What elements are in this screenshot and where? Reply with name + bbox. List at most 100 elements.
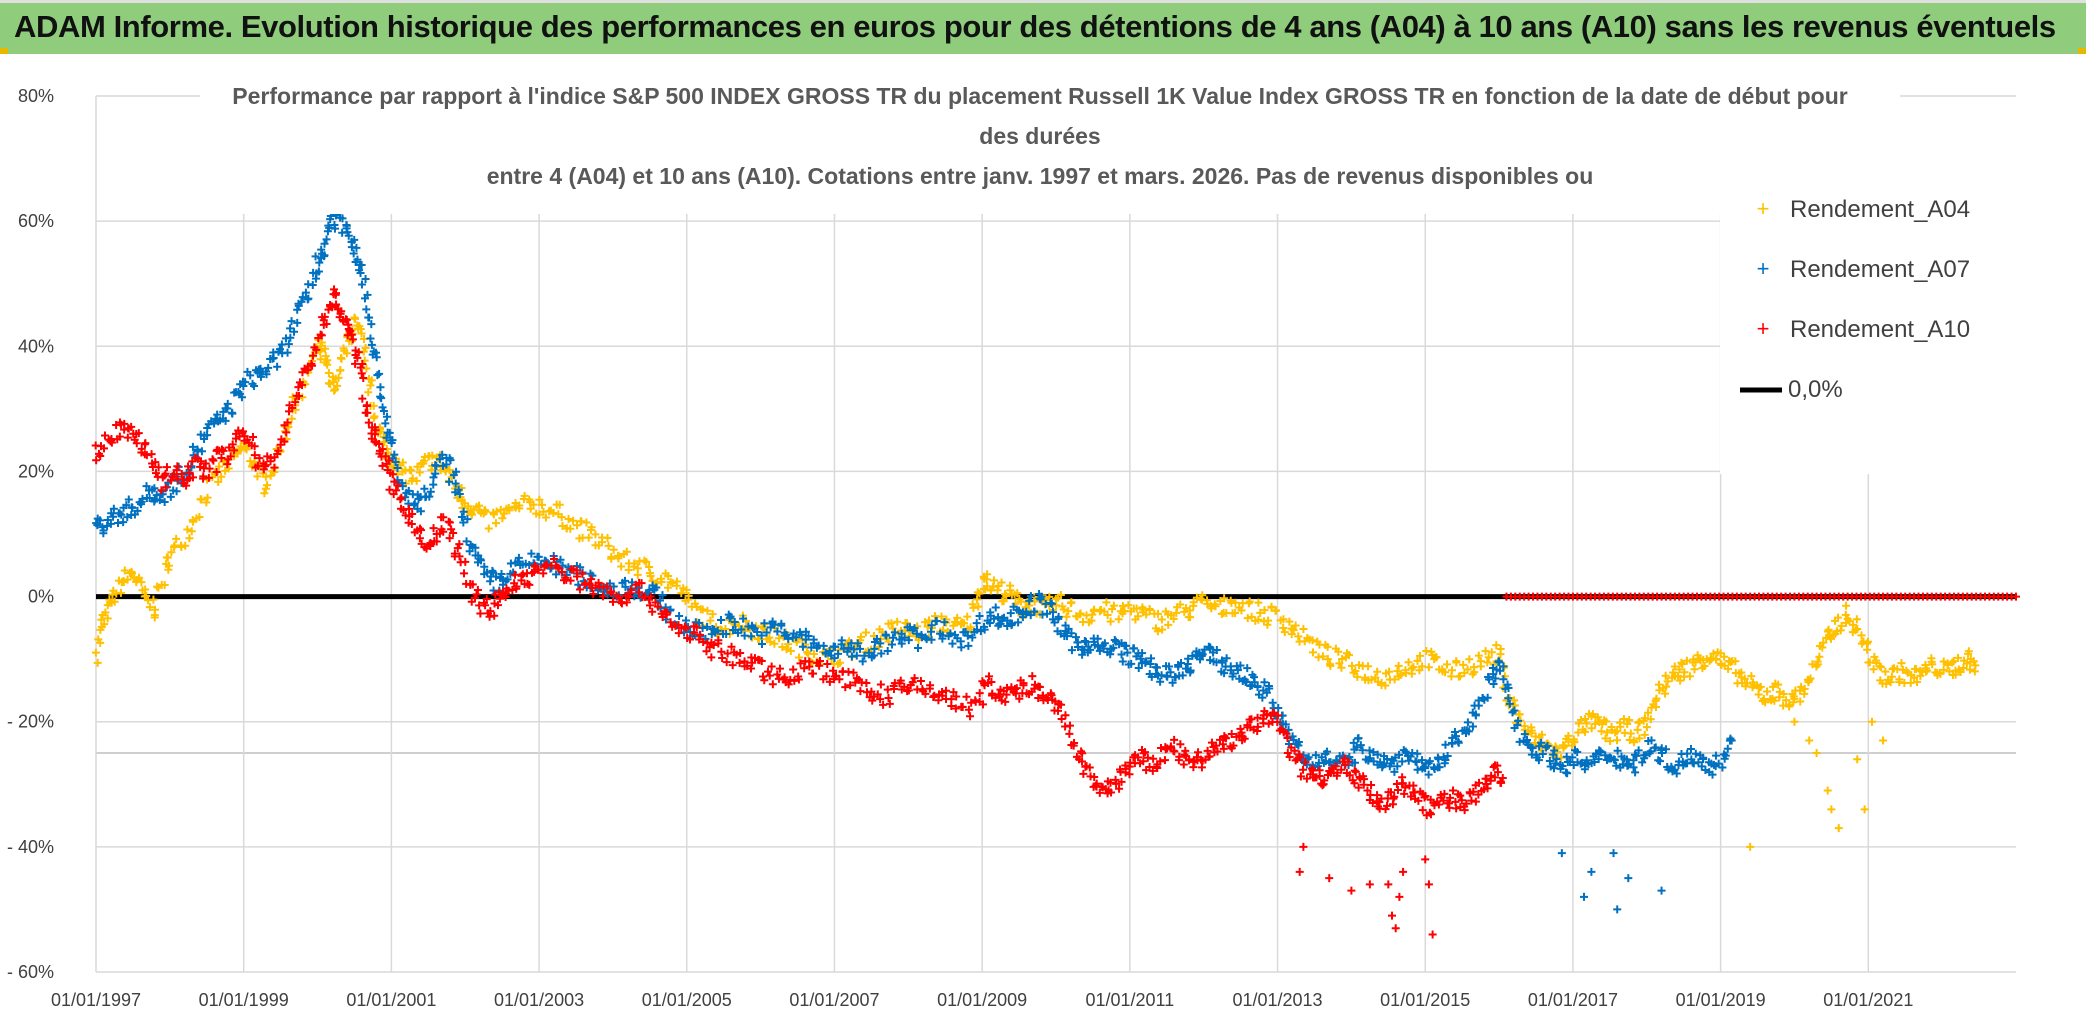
point-a04 bbox=[698, 605, 707, 614]
point-a10 bbox=[199, 472, 208, 481]
point-a07 bbox=[1718, 763, 1727, 772]
point-a07 bbox=[1630, 750, 1639, 759]
point-a07 bbox=[888, 640, 897, 649]
point-a10 bbox=[815, 656, 824, 665]
point-a07 bbox=[420, 484, 429, 493]
point-a04 bbox=[1323, 642, 1332, 651]
point-a04 bbox=[1626, 729, 1635, 738]
point-a04 bbox=[224, 464, 233, 473]
point-a04 bbox=[1103, 611, 1112, 620]
point-a10 bbox=[99, 444, 108, 453]
point-a07 bbox=[1352, 743, 1361, 752]
point-a07 bbox=[1071, 633, 1080, 642]
point-a04 bbox=[217, 472, 226, 481]
point-a10 bbox=[952, 692, 961, 701]
point-a04 bbox=[1633, 725, 1642, 734]
point-a04 bbox=[1264, 616, 1273, 625]
point-a07 bbox=[109, 504, 118, 513]
point-a10 bbox=[184, 462, 193, 471]
point-a04 bbox=[1837, 621, 1846, 630]
legend-label-a04: Rendement_A04 bbox=[1790, 196, 1970, 223]
point-a04 bbox=[1875, 662, 1884, 671]
point-a04 bbox=[672, 577, 681, 586]
point-a10 bbox=[1247, 715, 1256, 724]
point-a07 bbox=[1323, 747, 1332, 756]
point-a10 bbox=[1160, 756, 1169, 765]
scatter-chart: 80% 60% 40% 20% 0% - 20% - 40% - 60% 01/01/1997… bbox=[0, 54, 2086, 1031]
point-a07 bbox=[117, 510, 126, 519]
point-a07 bbox=[128, 503, 137, 512]
point-a10 bbox=[485, 612, 494, 621]
point-a07 bbox=[904, 636, 913, 645]
point-a04 bbox=[1243, 614, 1252, 623]
point-a04 bbox=[1959, 663, 1968, 672]
point-a07 bbox=[837, 640, 846, 649]
point-a10 bbox=[1409, 781, 1418, 790]
point-a04 bbox=[266, 471, 275, 480]
point-a04 bbox=[1189, 598, 1198, 607]
point-a04 bbox=[642, 557, 651, 566]
point-a10 bbox=[512, 582, 521, 591]
point-a07 bbox=[1146, 660, 1155, 669]
point-a10 bbox=[303, 365, 312, 374]
point-a07 bbox=[1165, 662, 1174, 671]
point-a10 bbox=[841, 683, 850, 692]
point-a10 bbox=[253, 461, 262, 470]
outlier-a10 bbox=[1421, 855, 1430, 864]
point-a04 bbox=[968, 600, 977, 609]
point-a07 bbox=[1425, 757, 1434, 766]
point-a04 bbox=[428, 451, 437, 460]
legend-background bbox=[1720, 184, 2020, 474]
point-a07 bbox=[1212, 646, 1221, 655]
point-a04 bbox=[923, 622, 932, 631]
outlier-a10 bbox=[1399, 867, 1408, 876]
point-a10 bbox=[942, 686, 951, 695]
point-a04 bbox=[1064, 607, 1073, 616]
point-a10 bbox=[1444, 799, 1453, 808]
point-a04 bbox=[1237, 606, 1246, 615]
point-a04 bbox=[1864, 637, 1873, 646]
point-a07 bbox=[825, 646, 834, 655]
point-a04 bbox=[1652, 694, 1661, 703]
point-a10 bbox=[472, 590, 481, 599]
point-a10 bbox=[789, 665, 798, 674]
point-a10 bbox=[1493, 761, 1502, 770]
point-a04 bbox=[1323, 655, 1332, 664]
point-a10 bbox=[239, 427, 248, 436]
point-a07 bbox=[383, 412, 392, 421]
point-a07 bbox=[1054, 614, 1063, 623]
point-a04 bbox=[657, 578, 666, 587]
point-a04 bbox=[398, 458, 407, 467]
point-a10 bbox=[169, 470, 178, 479]
point-a04 bbox=[1013, 589, 1022, 598]
point-a04 bbox=[1619, 714, 1628, 723]
point-a04 bbox=[150, 613, 159, 622]
point-a10 bbox=[979, 700, 988, 709]
point-a07 bbox=[203, 431, 212, 440]
point-a07 bbox=[889, 633, 898, 642]
point-a10 bbox=[173, 462, 182, 471]
point-a07 bbox=[297, 297, 306, 306]
point-a04 bbox=[1452, 657, 1461, 666]
point-a10 bbox=[1227, 730, 1236, 739]
point-a07 bbox=[426, 487, 435, 496]
point-a07 bbox=[658, 591, 667, 600]
point-a07 bbox=[912, 629, 921, 638]
point-a07 bbox=[1243, 664, 1252, 673]
point-a07 bbox=[1694, 758, 1703, 767]
point-a04 bbox=[366, 381, 375, 390]
point-a04 bbox=[1677, 658, 1686, 667]
point-a04 bbox=[1318, 652, 1327, 661]
point-a04 bbox=[983, 570, 992, 579]
point-a07 bbox=[1631, 768, 1640, 777]
point-a04 bbox=[97, 615, 106, 624]
point-a04 bbox=[1754, 690, 1763, 699]
point-a04 bbox=[1409, 663, 1418, 672]
point-a07 bbox=[1629, 763, 1638, 772]
point-a07 bbox=[203, 423, 212, 432]
point-a10 bbox=[274, 446, 283, 455]
point-a07 bbox=[1078, 650, 1087, 659]
point-a04 bbox=[555, 500, 564, 509]
point-a04 bbox=[1824, 625, 1833, 634]
point-a04 bbox=[1465, 655, 1474, 664]
